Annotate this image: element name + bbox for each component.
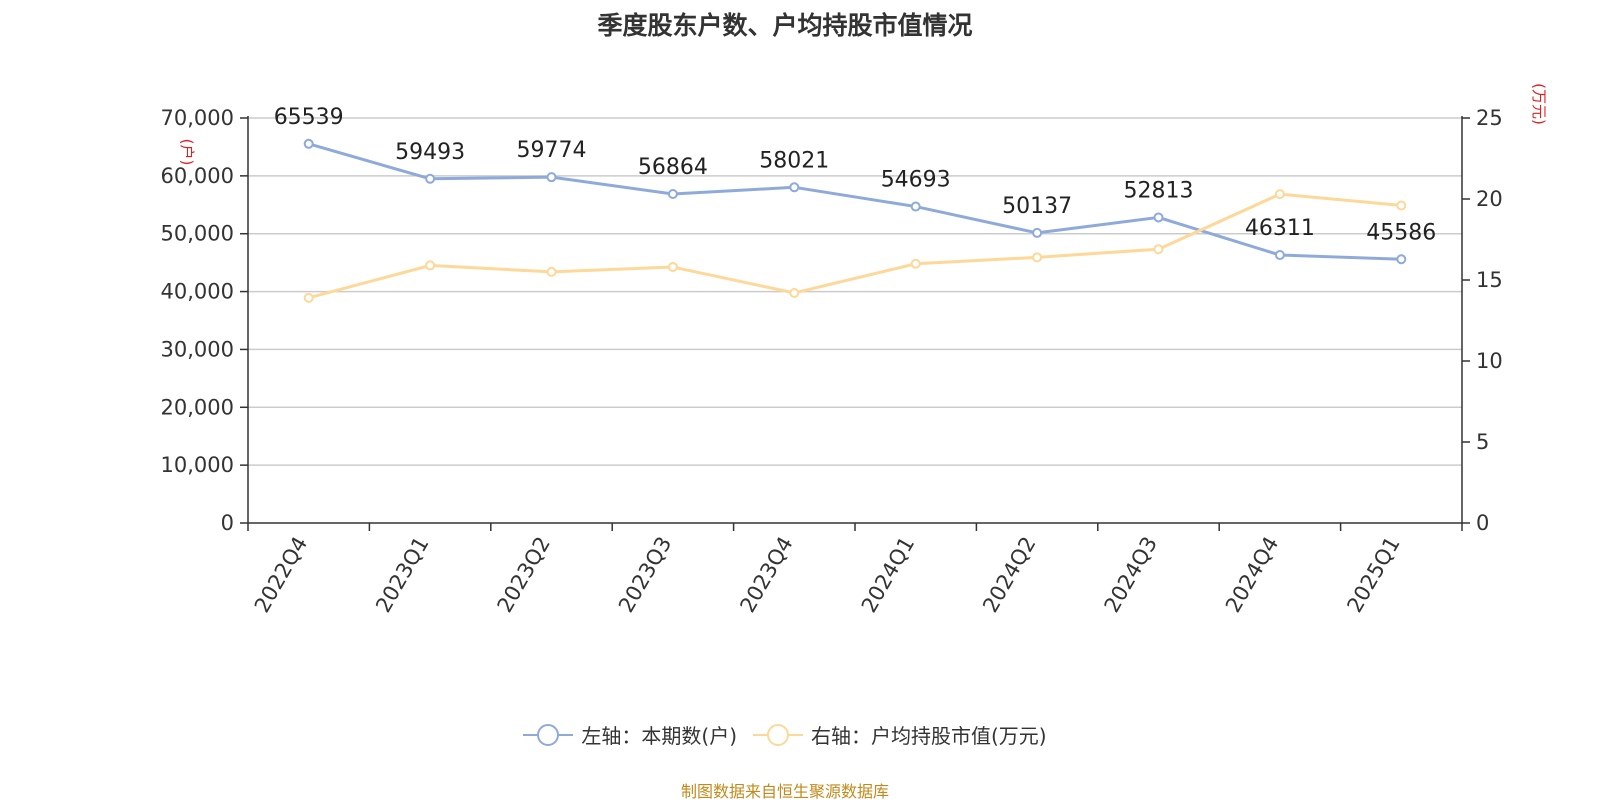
x-tick-label: 2023Q4 [735, 533, 797, 617]
right-tick-label: 20 [1476, 187, 1503, 211]
data-point-households [425, 173, 436, 184]
data-point-market-value [546, 266, 557, 277]
data-point-households [546, 172, 557, 183]
data-point-market-value [1153, 244, 1164, 255]
legend-label-households: 左轴：本期数(户) [581, 724, 737, 748]
x-tick-label: 2025Q1 [1342, 533, 1404, 617]
x-tick-label: 2024Q4 [1221, 533, 1283, 617]
data-point-households [789, 182, 800, 193]
legend: 左轴：本期数(户) 右轴：户均持股市值(万元) [0, 720, 1570, 749]
data-label: 59774 [517, 138, 587, 163]
x-tick-label: 2022Q4 [250, 533, 312, 617]
data-label: 50137 [1002, 194, 1072, 219]
right-axis-unit-label: (万元) [1530, 83, 1548, 125]
series-line-households [308, 142, 1402, 261]
data-label: 45586 [1366, 220, 1436, 245]
data-label: 46311 [1245, 216, 1315, 241]
left-axis-unit-label: (户) [178, 139, 196, 166]
x-tick-label: 2023Q2 [493, 533, 555, 617]
right-tick-label: 5 [1476, 430, 1489, 454]
data-point-households [303, 138, 314, 149]
data-label: 56864 [638, 155, 708, 180]
source-note: 制图数据来自恒生聚源数据库 [680, 782, 889, 801]
data-point-market-value [1274, 189, 1285, 200]
data-point-market-value [1396, 200, 1407, 211]
data-point-households [910, 201, 921, 212]
left-tick-label: 0 [221, 511, 234, 535]
legend-label-market-value: 右轴：户均持股市值(万元) [811, 724, 1047, 748]
left-tick-label: 70,000 [161, 106, 234, 130]
x-tick-label: 2024Q2 [978, 533, 1040, 617]
x-tick-label: 2024Q1 [857, 533, 919, 617]
data-point-households [1032, 227, 1043, 238]
right-tick-label: 25 [1476, 106, 1503, 130]
legend-item-market-value[interactable]: 右轴：户均持股市值(万元) [753, 720, 1047, 749]
legend-swatch-households [523, 723, 574, 746]
x-tick-label: 2024Q3 [1100, 533, 1162, 617]
data-point-market-value [1032, 252, 1043, 263]
left-tick-label: 20,000 [161, 395, 234, 419]
data-point-market-value [789, 287, 800, 298]
data-label: 58021 [759, 148, 829, 173]
left-tick-label: 60,000 [161, 164, 234, 188]
data-point-households [1153, 212, 1164, 223]
data-label: 54693 [881, 168, 951, 193]
chart-title: 季度股东户数、户均持股市值情况 [597, 11, 973, 40]
data-point-market-value [303, 292, 314, 303]
right-tick-label: 0 [1476, 511, 1489, 535]
x-tick-label: 2023Q1 [371, 533, 433, 617]
data-point-households [667, 189, 678, 200]
series-line-market-value [308, 192, 1402, 300]
data-point-market-value [910, 258, 921, 269]
legend-item-households[interactable]: 左轴：本期数(户) [523, 720, 737, 749]
data-label: 65539 [274, 105, 344, 130]
data-point-market-value [425, 260, 436, 271]
legend-swatch-market-value [753, 723, 803, 746]
data-point-market-value [667, 262, 678, 273]
left-tick-label: 50,000 [161, 222, 234, 246]
data-label: 52813 [1124, 178, 1194, 203]
data-point-households [1396, 254, 1407, 265]
data-point-households [1274, 250, 1285, 261]
left-tick-label: 40,000 [161, 280, 234, 304]
x-tick-label: 2023Q3 [614, 533, 676, 617]
right-tick-label: 15 [1476, 268, 1503, 292]
right-tick-label: 10 [1476, 349, 1503, 373]
left-tick-label: 30,000 [161, 337, 234, 361]
left-tick-label: 10,000 [161, 453, 234, 477]
data-label: 59493 [395, 140, 465, 165]
